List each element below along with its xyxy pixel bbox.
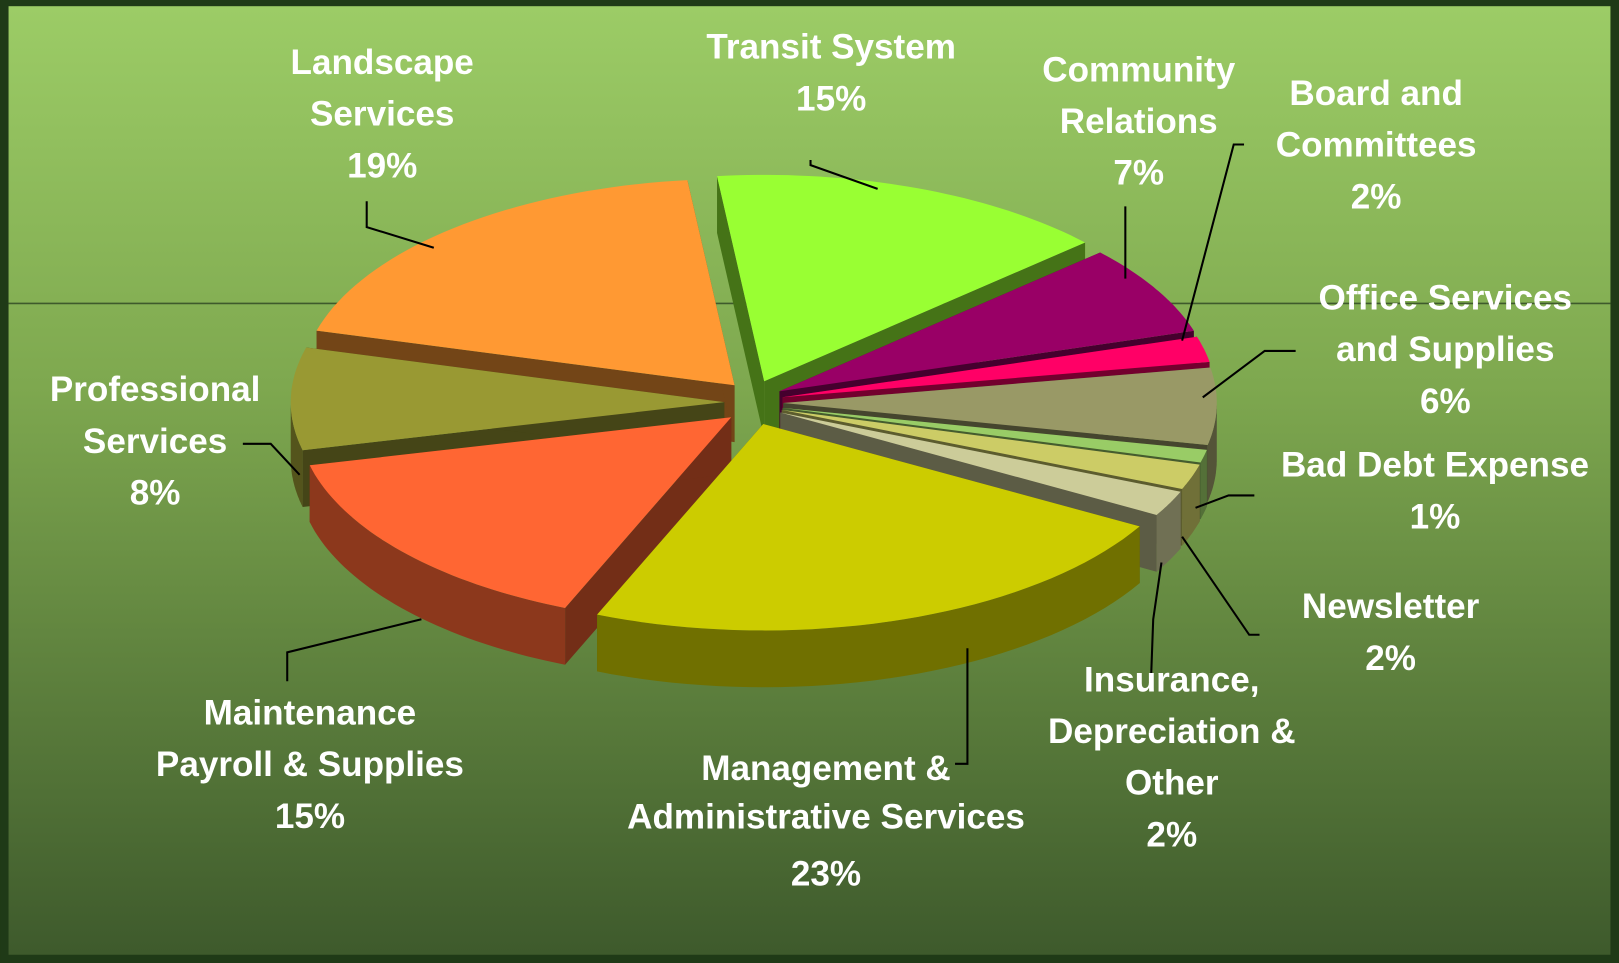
leader-line [1181, 143, 1245, 341]
slice [309, 417, 732, 608]
slice [782, 407, 1207, 463]
pie [290, 174, 1217, 688]
value-label: 6% [1420, 382, 1471, 421]
slice [779, 252, 1194, 392]
slice [782, 336, 1210, 398]
slice [290, 347, 725, 451]
slice-label: Maintenance Payroll & Supplies [156, 694, 464, 785]
slice-side [717, 176, 765, 439]
slice-wall [309, 465, 566, 665]
slice-label: Bad Debt Expense [1281, 446, 1589, 485]
leader-line [286, 618, 422, 682]
leader-line [365, 201, 435, 249]
slice-label: Newsletter [1302, 587, 1480, 626]
value-label: 19% [347, 147, 417, 186]
slice-label: Office Services and Supplies [1319, 279, 1572, 370]
slice-label: Landscape Services [291, 43, 474, 134]
leader-line [1150, 562, 1163, 677]
slice [316, 180, 735, 386]
slice-label: Transit System [706, 28, 956, 67]
slice-side [565, 417, 732, 665]
leader-line [242, 442, 301, 476]
leader-line [1195, 494, 1255, 509]
value-label: 15% [796, 79, 866, 118]
slice-label: Insurance, Depreciation & Other [1048, 661, 1296, 803]
slice [781, 409, 1200, 490]
labels: Transit System 15% Community Relations 7% Boa… [50, 28, 1589, 894]
slice [597, 424, 1140, 631]
slice [717, 174, 1086, 382]
value-label: 15% [275, 797, 345, 836]
slice [783, 367, 1217, 445]
slice-label: Professional Services [50, 370, 261, 461]
value-label: 2% [1365, 639, 1416, 678]
slice-wall [1182, 464, 1200, 546]
slice-wall [597, 526, 1140, 688]
value-label: 7% [1113, 154, 1164, 193]
slice-wall [1207, 402, 1217, 502]
leader-line [1181, 536, 1260, 636]
leader-line [955, 648, 969, 765]
slice-wall [290, 402, 303, 507]
leader-line [809, 159, 878, 190]
slice-label: Community Relations [1042, 51, 1235, 142]
slice-label: Board and Committees [1276, 74, 1477, 165]
slice-label: Management & Administrative Services [627, 749, 1025, 837]
value-label: 8% [130, 474, 181, 513]
value-label: 2% [1351, 177, 1402, 216]
leader-line [1202, 349, 1296, 399]
value-label: 2% [1146, 815, 1197, 854]
value-label: 23% [791, 855, 861, 894]
slice-wall [1156, 491, 1181, 572]
slice-wall [1200, 449, 1207, 520]
value-label: 1% [1410, 497, 1461, 536]
slice [780, 412, 1181, 515]
